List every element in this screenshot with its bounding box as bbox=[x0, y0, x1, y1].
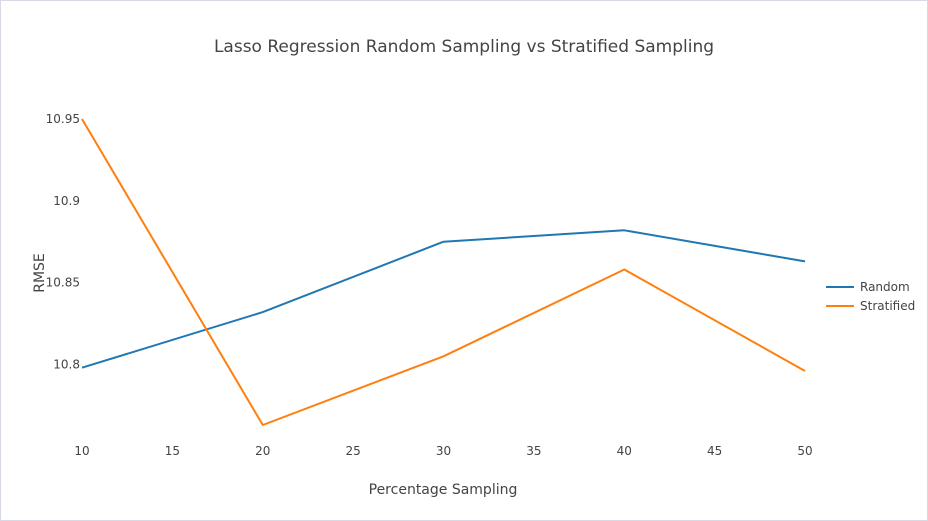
x-tick-label: 35 bbox=[526, 444, 541, 458]
y-tick-label: 10.8 bbox=[53, 357, 80, 371]
chart-title: Lasso Regression Random Sampling vs Stra… bbox=[214, 37, 714, 57]
legend-label: Stratified bbox=[860, 299, 915, 313]
x-tick-label: 15 bbox=[165, 444, 180, 458]
y-tick-label: 10.95 bbox=[46, 112, 80, 126]
y-tick-label: 10.9 bbox=[53, 194, 80, 208]
x-axis-label: Percentage Sampling bbox=[369, 482, 518, 498]
legend-item-stratified[interactable]: Stratified bbox=[826, 299, 915, 313]
legend[interactable]: Random Stratified bbox=[826, 280, 915, 313]
x-tick-label: 10 bbox=[74, 444, 89, 458]
legend-label: Random bbox=[860, 280, 910, 294]
x-tick-label: 50 bbox=[797, 444, 812, 458]
series-line-random bbox=[81, 229, 806, 369]
x-tick-label: 20 bbox=[255, 444, 270, 458]
series-line-stratified bbox=[81, 118, 806, 426]
x-tick-label: 45 bbox=[707, 444, 722, 458]
y-tick-labels: 10.8 10.85 10.9 10.95 bbox=[46, 112, 80, 371]
x-tick-labels: 10 15 20 25 30 35 40 45 50 bbox=[74, 444, 812, 458]
x-tick-label: 30 bbox=[436, 444, 451, 458]
y-tick-label: 10.85 bbox=[46, 276, 80, 290]
plot-lines bbox=[81, 118, 806, 426]
x-tick-label: 40 bbox=[617, 444, 632, 458]
x-tick-label: 25 bbox=[345, 444, 360, 458]
legend-item-random[interactable]: Random bbox=[826, 280, 910, 294]
y-axis-label: RMSE bbox=[32, 253, 48, 293]
